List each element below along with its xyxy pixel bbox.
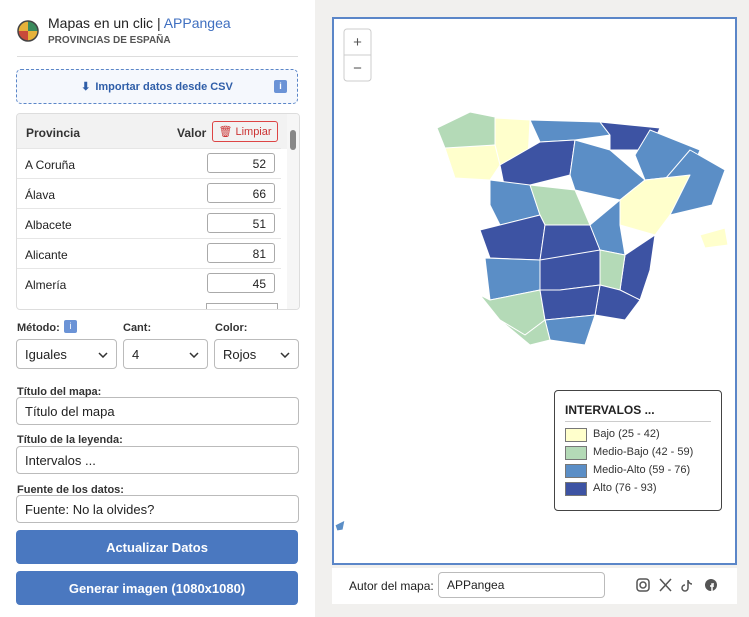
method-select[interactable]: Iguales bbox=[16, 339, 117, 369]
sidebar: Mapas en un clic | APPangea PROVINCIAS D… bbox=[0, 0, 315, 617]
select-value: 4 bbox=[132, 346, 140, 362]
data-table: Provincia Valor 🗑 Limpiar bbox=[16, 113, 300, 310]
export-button[interactable]: Generar imagen (1080x1080) bbox=[16, 571, 298, 605]
legend-swatch bbox=[565, 464, 587, 478]
field-label: Título de la leyenda: bbox=[17, 434, 123, 446]
zoom-out[interactable]: − bbox=[353, 60, 362, 77]
footer: Autor del mapa: APPangea bbox=[332, 568, 737, 604]
province[interactable] bbox=[529, 119, 611, 143]
author-input[interactable]: APPangea bbox=[438, 572, 605, 598]
table-row: Albacete 51 bbox=[17, 208, 281, 239]
instagram-icon[interactable] bbox=[636, 578, 650, 592]
value-input[interactable]: 66 bbox=[207, 183, 275, 203]
field-input[interactable]: Intervalos ... bbox=[16, 446, 299, 474]
divider bbox=[17, 56, 298, 57]
legend-title: INTERVALOS ... bbox=[565, 403, 655, 417]
author-value: APPangea bbox=[447, 578, 505, 592]
province[interactable] bbox=[499, 319, 551, 346]
province[interactable] bbox=[436, 111, 501, 151]
province-name: Almería bbox=[25, 278, 67, 292]
legend-label: Bajo (25 - 42) bbox=[593, 428, 660, 440]
province[interactable] bbox=[619, 234, 656, 301]
clear-label: Limpiar bbox=[235, 125, 272, 138]
author-label: Autor del mapa: bbox=[349, 579, 434, 593]
province-name: Alicante bbox=[25, 248, 68, 262]
info-icon[interactable]: i bbox=[64, 320, 77, 333]
legend-swatch bbox=[565, 428, 587, 442]
clear-button[interactable]: 🗑 Limpiar bbox=[212, 121, 278, 142]
color-label: Color: bbox=[215, 322, 248, 334]
province[interactable] bbox=[539, 284, 601, 321]
field-value: Intervalos ... bbox=[25, 452, 96, 468]
province[interactable] bbox=[334, 519, 346, 532]
value-input[interactable]: 81 bbox=[207, 243, 275, 263]
field-value: Fuente: No la olvides? bbox=[25, 501, 155, 517]
count-label: Cant: bbox=[123, 322, 152, 334]
select-value: Rojos bbox=[223, 346, 257, 362]
legend: INTERVALOS ... Bajo (25 - 42) Medio-Bajo … bbox=[554, 390, 722, 511]
province[interactable] bbox=[444, 144, 501, 181]
import-button[interactable]: ⬇ Importar datos desde CSV i bbox=[16, 69, 298, 104]
scrollbar[interactable] bbox=[287, 114, 299, 309]
province-name: Álava bbox=[25, 188, 56, 202]
province[interactable] bbox=[479, 214, 546, 261]
legend-label: Medio-Alto (59 - 76) bbox=[593, 464, 691, 476]
subtitle: PROVINCIAS DE ESPAÑA bbox=[48, 35, 171, 46]
column-header: Valor bbox=[177, 126, 207, 140]
select-value: Iguales bbox=[25, 346, 67, 362]
field-input[interactable]: Título del mapa bbox=[16, 397, 299, 425]
partial-row bbox=[206, 303, 278, 309]
value-input[interactable]: 45 bbox=[207, 273, 275, 293]
province[interactable] bbox=[699, 227, 729, 249]
table-row: Almería 45 bbox=[17, 268, 281, 299]
map: + − bbox=[334, 28, 729, 532]
color-select[interactable]: Rojos bbox=[214, 339, 299, 369]
column-header: Provincia bbox=[26, 126, 81, 140]
x-icon[interactable] bbox=[659, 578, 672, 592]
method-label: Método: bbox=[17, 322, 60, 334]
logo bbox=[17, 20, 39, 42]
province-name: Albacete bbox=[25, 218, 72, 232]
facebook-icon[interactable] bbox=[705, 579, 717, 591]
province[interactable] bbox=[589, 199, 626, 256]
value-input[interactable]: 51 bbox=[207, 213, 275, 233]
field-label: Fuente de los datos: bbox=[17, 484, 124, 496]
province-name: A Coruña bbox=[25, 158, 76, 172]
zoom-in[interactable]: + bbox=[353, 34, 362, 51]
legend-label: Medio-Bajo (42 - 59) bbox=[593, 446, 694, 458]
value-input[interactable]: 52 bbox=[207, 153, 275, 173]
count-select[interactable]: 4 bbox=[123, 339, 208, 369]
table-row: Alicante 81 bbox=[17, 238, 281, 269]
field-label: Título del mapa: bbox=[17, 386, 102, 398]
legend-label: Alto (76 - 93) bbox=[593, 482, 657, 494]
tiktok-icon[interactable] bbox=[681, 579, 693, 592]
update-button[interactable]: Actualizar Datos bbox=[16, 530, 298, 564]
field-value: Título del mapa bbox=[25, 403, 115, 419]
brand: APPangea bbox=[163, 15, 231, 31]
legend-swatch bbox=[565, 446, 587, 460]
table-row: A Coruña 52 bbox=[17, 148, 281, 179]
import-label: Importar datos desde CSV bbox=[95, 80, 233, 93]
app-title: Mapas en un clic | bbox=[48, 15, 161, 31]
table-header bbox=[17, 114, 299, 149]
table-row: Álava 66 bbox=[17, 178, 281, 209]
social-icons bbox=[636, 578, 717, 592]
province[interactable] bbox=[544, 314, 596, 346]
field-input[interactable]: Fuente: No la olvides? bbox=[16, 495, 299, 523]
province[interactable] bbox=[599, 249, 626, 291]
legend-swatch bbox=[565, 482, 587, 496]
